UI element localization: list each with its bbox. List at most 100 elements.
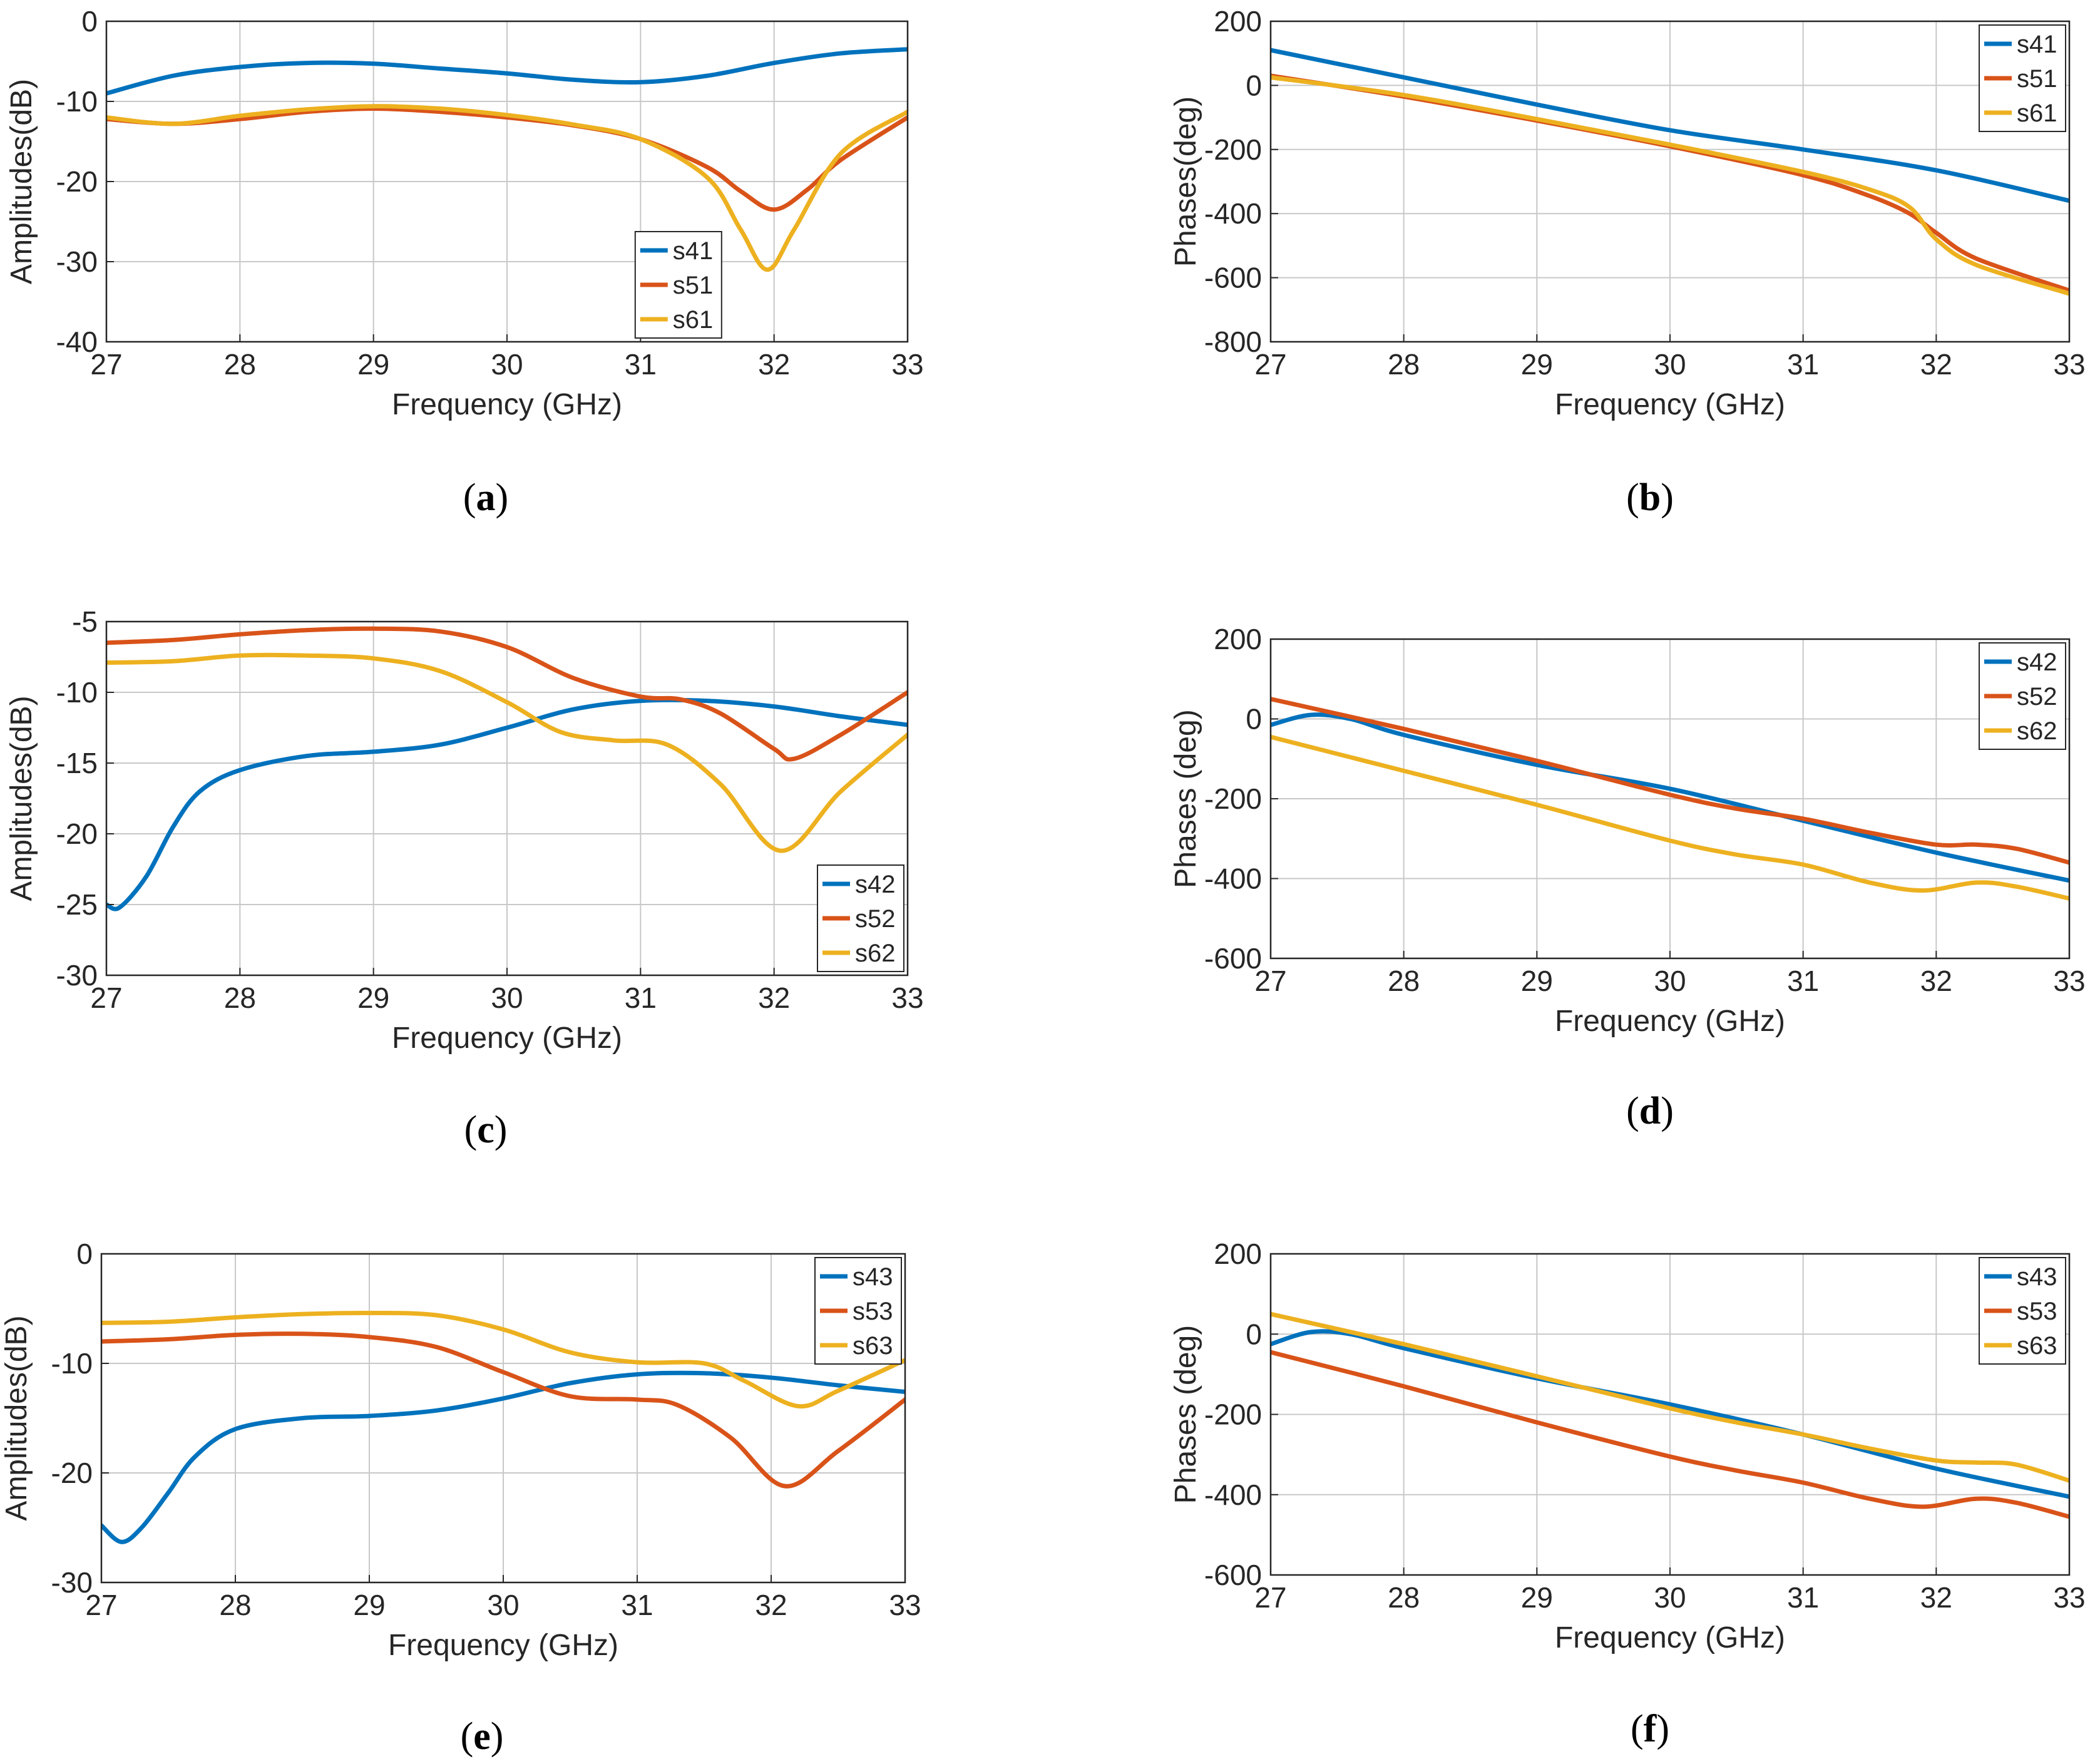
- panel-f: 27 28 29 30 31 32 33 -600 -400 -200 0 200 Frequency …: [1169, 1238, 2086, 1750]
- legend-label-s43: s43: [853, 1263, 893, 1291]
- x-tick-label: 32: [1920, 1581, 1952, 1614]
- y-tick-label: 200: [1214, 5, 1262, 38]
- y-tick-label: -5: [72, 605, 98, 638]
- y-tick-label: -30: [56, 245, 98, 278]
- x-tick-label: 30: [491, 348, 523, 381]
- legend: s42 s52 s62: [817, 864, 904, 972]
- x-tick-label: 27: [1254, 1581, 1286, 1614]
- legend: s43 s53 s63: [1979, 1257, 2066, 1365]
- y-tick-label: -200: [1204, 133, 1262, 166]
- x-tick-label: 27: [90, 982, 122, 1014]
- panel-caption: (c): [464, 1109, 508, 1151]
- y-tick-label: -800: [1204, 326, 1262, 358]
- y-tick-label: -10: [51, 1347, 93, 1380]
- y-axis-label: Amplitudes(dB): [0, 1315, 33, 1520]
- series-line-s62: [1271, 734, 2069, 901]
- x-tick-label: 31: [1787, 348, 1819, 381]
- x-tick-label: 32: [1920, 965, 1952, 997]
- x-tick-label: 29: [357, 982, 389, 1014]
- x-tick-label: 28: [1388, 965, 1420, 997]
- y-tick-label: -600: [1204, 262, 1262, 294]
- panel-a: 27 28 29 30 31 32 33 -40 -30 -20 -10 0 Frequency (GH…: [5, 5, 924, 519]
- legend-label-s42: s42: [855, 871, 896, 898]
- y-axis-label: Amplitudes(dB): [5, 79, 38, 284]
- x-tick-label: 27: [1254, 965, 1286, 997]
- x-tick-label: 31: [1787, 965, 1819, 997]
- legend-label-s61: s61: [2017, 100, 2057, 127]
- y-axis-label: Phases (deg): [1169, 709, 1202, 888]
- x-tick-label: 32: [758, 982, 790, 1014]
- x-tick-label: 33: [891, 348, 923, 381]
- x-axis-label: Frequency (GHz): [1555, 1005, 1785, 1038]
- x-tick-label: 27: [90, 348, 122, 381]
- panel-b: 27 28 29 30 31 32 33 -800 -600 -400 -200 0 200 Freque…: [1169, 5, 2086, 519]
- series-line-s53: [1271, 1350, 2069, 1519]
- y-tick-label: -400: [1204, 1479, 1262, 1511]
- x-tick-label: 33: [2053, 348, 2085, 381]
- x-tick-label: 33: [2053, 965, 2085, 997]
- legend-label-s62: s62: [2017, 717, 2057, 745]
- x-tick-label: 28: [219, 1589, 251, 1621]
- x-tick-label: 31: [1787, 1581, 1819, 1614]
- legend-label-s41: s41: [673, 237, 714, 265]
- x-tick-label: 32: [1920, 348, 1952, 381]
- x-tick-label: 28: [224, 348, 256, 381]
- y-tick-label: -40: [56, 326, 98, 358]
- y-tick-label: -200: [1204, 782, 1262, 815]
- legend-label-s51: s51: [673, 272, 714, 299]
- x-tick-label: 31: [621, 1589, 653, 1621]
- x-tick-label: 29: [1521, 1581, 1553, 1614]
- x-tick-label: 29: [1521, 965, 1553, 997]
- x-tick-label: 30: [487, 1589, 519, 1621]
- x-tick-label: 32: [755, 1589, 787, 1621]
- panel-caption: (f): [1631, 1708, 1669, 1750]
- x-tick-label: 29: [1521, 348, 1553, 381]
- legend-label-s51: s51: [2017, 65, 2057, 93]
- x-tick-label: 27: [85, 1589, 117, 1621]
- series-line-s62: [106, 652, 908, 853]
- legend: s41 s51 s61: [634, 231, 722, 339]
- x-tick-label: 31: [625, 348, 657, 381]
- y-tick-label: -20: [56, 818, 98, 850]
- x-tick-label: 29: [357, 348, 389, 381]
- legend: s43 s53 s63: [814, 1257, 902, 1365]
- legend-label-s41: s41: [2017, 31, 2057, 58]
- y-tick-label: -400: [1204, 863, 1262, 895]
- y-tick-label: -400: [1204, 197, 1262, 230]
- x-tick-label: 30: [1654, 348, 1686, 381]
- y-tick-label: -15: [56, 747, 98, 779]
- series-line-s41: [1271, 48, 2069, 203]
- y-tick-label: -20: [56, 165, 98, 198]
- x-tick-label: 33: [2053, 1581, 2085, 1614]
- panel-caption: (e): [461, 1715, 504, 1758]
- x-axis-label: Frequency (GHz): [388, 1629, 618, 1662]
- panel-c: 27 28 29 30 31 32 33 -30 -25 -20 -15 -10 -5 Frequency…: [5, 605, 924, 1151]
- y-tick-label: -30: [51, 1566, 93, 1599]
- series-line-s63: [101, 1310, 905, 1409]
- legend-label-s52: s52: [2017, 683, 2057, 710]
- legend-label-s61: s61: [673, 306, 714, 334]
- legend-label-s62: s62: [855, 940, 896, 967]
- y-tick-label: 0: [81, 5, 98, 38]
- x-tick-label: 33: [889, 1589, 921, 1621]
- y-tick-label: -200: [1204, 1398, 1262, 1431]
- legend-label-s52: s52: [855, 905, 896, 933]
- x-tick-label: 28: [1388, 1581, 1420, 1614]
- y-axis-label: Phases (deg): [1169, 1325, 1202, 1504]
- y-tick-label: 0: [1246, 1318, 1262, 1350]
- series-line-s52: [1271, 697, 2069, 865]
- x-tick-label: 32: [758, 348, 790, 381]
- y-tick-label: -30: [56, 959, 98, 992]
- y-tick-label: 0: [76, 1238, 93, 1270]
- y-tick-label: -600: [1204, 1559, 1262, 1591]
- x-tick-label: 29: [353, 1589, 385, 1621]
- legend: s42 s52 s62: [1979, 642, 2066, 750]
- x-tick-label: 30: [1654, 1581, 1686, 1614]
- x-tick-label: 28: [224, 982, 256, 1014]
- panel-d: 27 28 29 30 31 32 33 -600 -400 -200 0 200 Frequency …: [1169, 623, 2086, 1132]
- series-line-s43: [101, 1370, 905, 1544]
- y-tick-label: -10: [56, 85, 98, 118]
- panel-e: 27 28 29 30 31 32 33 -30 -20 -10 0 Frequency (GHz) A…: [0, 1238, 921, 1758]
- series-line-s63: [1271, 1311, 2069, 1483]
